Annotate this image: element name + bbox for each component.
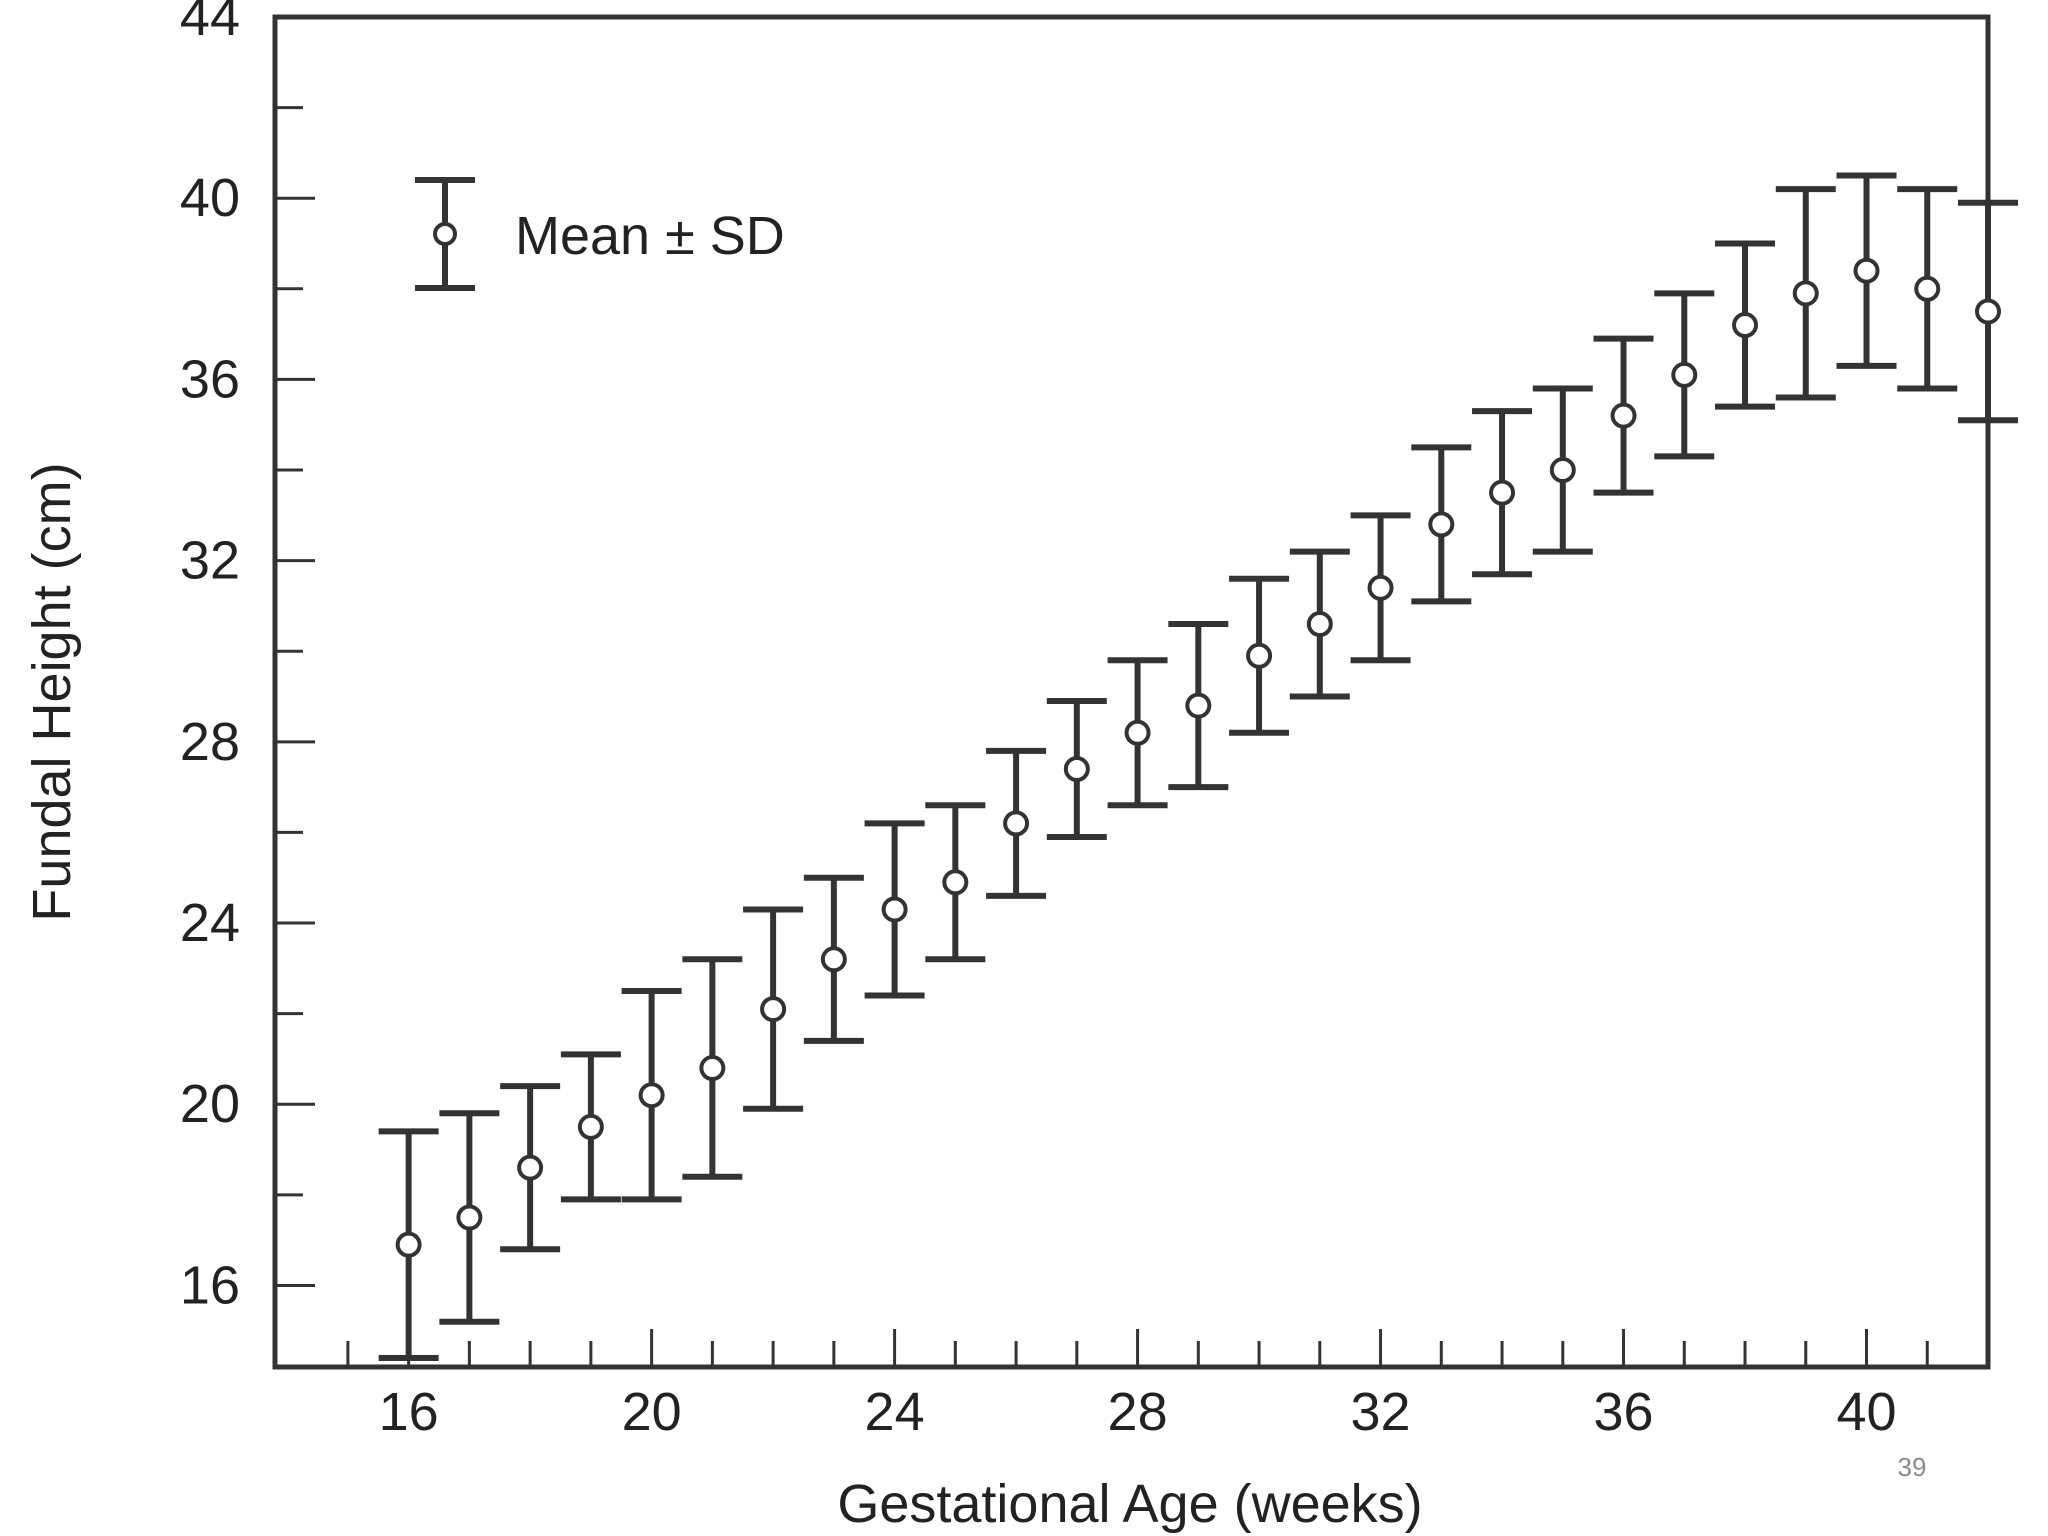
mean-marker — [1732, 312, 1759, 339]
mean-marker — [1428, 511, 1455, 538]
data-series — [378, 172, 2018, 1361]
error-bar-point — [1289, 548, 1350, 700]
mean-marker — [820, 946, 847, 973]
mean-marker — [1185, 692, 1212, 719]
x-tick-label: 32 — [1351, 1382, 1411, 1442]
error-bar-point — [621, 987, 682, 1203]
mean-marker — [1063, 756, 1090, 783]
mean-marker — [1549, 457, 1576, 484]
mean-marker — [1367, 574, 1394, 601]
x-tick-label: 16 — [379, 1382, 439, 1442]
x-tick-label: 36 — [1593, 1382, 1653, 1442]
y-axis: 16 20 24 28 32 36 40 44 — [180, 0, 315, 1315]
mean-marker — [577, 1113, 604, 1140]
mean-marker — [638, 1082, 665, 1109]
y-tick-label: 20 — [180, 1074, 240, 1134]
mean-marker — [1792, 280, 1819, 307]
error-bar-point — [1229, 575, 1290, 736]
error-bar-point — [1046, 698, 1107, 840]
mean-marker — [517, 1154, 544, 1181]
error-bar-point — [560, 1051, 621, 1203]
mean-marker — [1124, 719, 1151, 746]
mean-marker — [1671, 361, 1698, 388]
error-bar-point — [1958, 199, 2018, 424]
error-bar-point — [986, 747, 1047, 899]
error-bar-point — [1715, 240, 1776, 410]
error-bar-point — [1472, 408, 1533, 578]
error-bar-point — [1532, 385, 1593, 555]
mean-marker — [1853, 257, 1880, 284]
y-tick-label: 44 — [180, 0, 240, 47]
plot-frame — [272, 14, 1991, 1370]
error-bar-point — [1775, 186, 1836, 401]
mean-marker — [699, 1055, 726, 1082]
y-tick-label: 36 — [180, 349, 240, 409]
error-bar-point — [1836, 172, 1897, 369]
error-bar-point — [500, 1083, 561, 1253]
error-bar-point — [1897, 186, 1958, 392]
mean-marker — [456, 1204, 483, 1231]
y-tick-label: 32 — [180, 531, 240, 591]
legend: Mean ± SD — [415, 177, 785, 291]
error-bar-point — [1168, 621, 1229, 791]
mean-marker — [1610, 402, 1637, 429]
legend-marker-icon — [433, 222, 457, 246]
x-axis-title: Gestational Age (weeks) — [837, 1474, 1422, 1534]
mean-marker — [1306, 611, 1333, 638]
page-number: 39 — [1897, 1452, 1927, 1482]
x-tick-label: 40 — [1836, 1382, 1896, 1442]
mean-marker — [1975, 298, 2001, 325]
y-axis-title: Fundal Height (cm) — [22, 462, 82, 921]
legend-label: Mean ± SD — [515, 206, 785, 266]
x-axis: 16 20 24 28 32 36 40 — [346, 1329, 1929, 1442]
error-bar-point — [1107, 657, 1168, 809]
x-tick-label: 24 — [865, 1382, 925, 1442]
y-tick-label: 28 — [180, 712, 240, 772]
error-bar-point — [378, 1128, 439, 1361]
y-tick-label: 40 — [180, 168, 240, 228]
error-bar-point — [743, 906, 804, 1112]
error-bar-point — [864, 820, 925, 999]
mean-marker — [760, 996, 787, 1023]
error-bar-point — [925, 802, 986, 963]
error-bar-point — [803, 874, 864, 1044]
error-bar-point — [439, 1110, 500, 1325]
mean-marker — [1489, 479, 1516, 506]
error-bar-point — [1350, 512, 1411, 664]
mean-marker — [942, 869, 969, 896]
error-bar-point — [1411, 444, 1472, 605]
mean-marker — [1246, 642, 1273, 669]
mean-marker — [881, 896, 908, 923]
mean-marker — [1914, 275, 1941, 302]
error-bar-point — [1593, 335, 1654, 496]
mean-marker — [395, 1231, 422, 1258]
y-tick-label: 16 — [180, 1255, 240, 1315]
mean-marker — [1003, 810, 1030, 837]
error-bar-point — [682, 956, 743, 1180]
y-tick-label: 24 — [180, 893, 240, 953]
x-tick-label: 28 — [1108, 1382, 1168, 1442]
error-bar-point — [1654, 290, 1715, 460]
x-tick-label: 20 — [622, 1382, 682, 1442]
